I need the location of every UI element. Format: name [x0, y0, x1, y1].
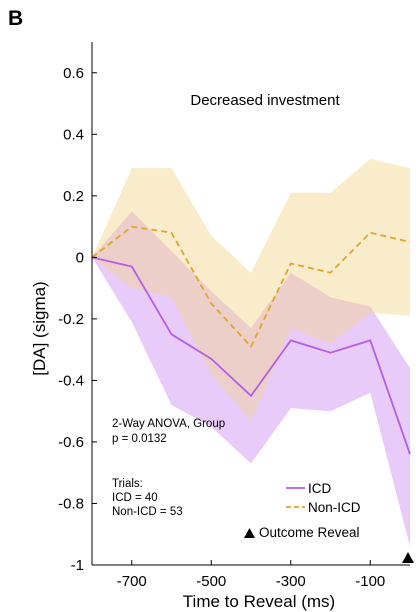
panel-letter: B	[8, 7, 23, 30]
confidence-band-icd	[92, 211, 410, 547]
legend-triangle-icon	[244, 528, 255, 538]
trials-header: Trials:	[112, 478, 143, 490]
x-tick-label: -100	[355, 573, 385, 590]
y-tick-label: 0.2	[63, 188, 84, 205]
legend-label-icd: ICD	[308, 481, 332, 496]
y-tick-label: 0.4	[63, 126, 84, 143]
legend-label-outcome-reveal: Outcome Reveal	[259, 525, 360, 540]
trials-nonicd: Non-ICD = 53	[112, 506, 183, 518]
y-axis-label: [DA] (sigma)	[30, 281, 49, 375]
confidence-band-nonicd	[92, 158, 410, 421]
y-tick-label: 0.6	[63, 65, 84, 82]
x-tick-label: -500	[196, 573, 226, 590]
x-axis-ticks: -700 -500 -300 -100	[117, 560, 385, 590]
series-line-nonicd	[91, 225, 411, 348]
stats-annotation-line2: p = 0.0132	[112, 433, 167, 445]
outcome-reveal-triangle-icon	[402, 552, 414, 563]
confidence-bands	[92, 158, 410, 547]
legend-label-nonicd: Non-ICD	[308, 500, 361, 515]
y-tick-label: 0	[76, 249, 84, 266]
x-tick-label: -700	[117, 573, 147, 590]
y-tick-label: -0.2	[58, 311, 84, 328]
series-line-icd	[91, 256, 411, 455]
y-tick-label: -0.4	[58, 372, 84, 389]
stats-annotation-line1: 2-Way ANOVA, Group	[112, 418, 225, 430]
y-tick-label: -0.8	[58, 495, 84, 512]
y-axis-ticks: -1 -0.8 -0.6 -0.4 -0.2 0 0.2 0.4 0.6	[58, 65, 97, 574]
y-tick-label: -0.6	[58, 434, 84, 451]
chart-title: Decreased investment	[190, 92, 340, 109]
x-axis-label: Time to Reveal (ms)	[183, 592, 335, 611]
y-tick-label: -1	[71, 557, 84, 574]
legend: ICD Non-ICD Outcome Reveal	[244, 481, 361, 540]
series-lines	[91, 225, 411, 455]
x-tick-label: -300	[276, 573, 306, 590]
trials-icd: ICD = 40	[112, 492, 158, 504]
